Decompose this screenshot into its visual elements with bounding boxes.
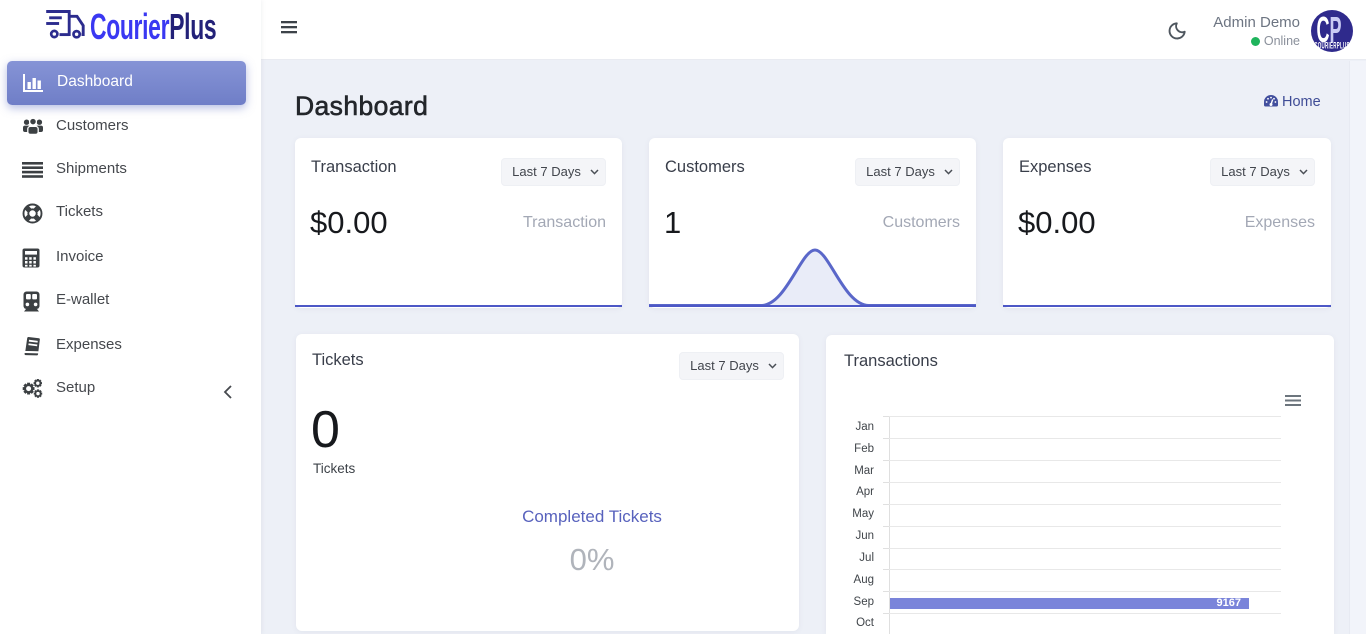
svg-text:P: P — [1330, 10, 1342, 50]
svg-text:COURIERPLUS: COURIERPLUS — [1314, 41, 1349, 51]
svg-text:C: C — [1317, 10, 1330, 50]
